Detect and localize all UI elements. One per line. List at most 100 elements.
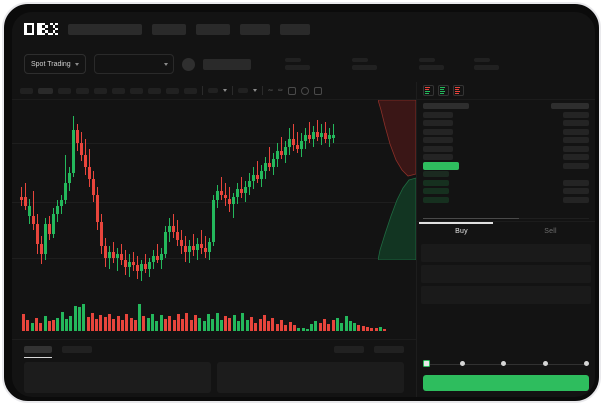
candle bbox=[24, 100, 27, 297]
candle bbox=[316, 100, 319, 297]
volume-bar bbox=[254, 322, 258, 331]
okx-logo-icon[interactable] bbox=[24, 23, 58, 35]
orderbook-price-cell bbox=[423, 188, 449, 194]
slider-track bbox=[426, 364, 586, 365]
volume-bar bbox=[77, 307, 81, 331]
chevron-down-icon bbox=[74, 62, 79, 66]
order-total-field[interactable] bbox=[421, 286, 591, 304]
nav-item-3[interactable] bbox=[240, 23, 270, 35]
candle bbox=[320, 100, 323, 297]
orderbook-row[interactable] bbox=[423, 145, 589, 152]
orderbook-price-cell bbox=[423, 179, 449, 186]
orderbook-view-asks-icon[interactable] bbox=[453, 85, 464, 96]
orderbook-row[interactable] bbox=[423, 196, 589, 203]
timeframe-15m[interactable] bbox=[58, 87, 71, 94]
orderbook-view-bids-icon[interactable] bbox=[438, 85, 449, 96]
tab-open-orders[interactable] bbox=[24, 346, 52, 353]
volume-bar bbox=[52, 319, 56, 331]
candlestick-chart[interactable] bbox=[12, 100, 416, 297]
tab-sell[interactable]: Sell bbox=[544, 228, 557, 235]
pair-name-label bbox=[202, 58, 251, 70]
pencil-icon[interactable]: ✏ bbox=[278, 88, 284, 94]
orderbook-scrollbar[interactable] bbox=[417, 216, 595, 221]
camera-icon[interactable] bbox=[288, 86, 297, 95]
timeframe-1h[interactable] bbox=[94, 87, 107, 94]
timeframe-1m-month[interactable] bbox=[166, 87, 179, 94]
chevron-down-icon[interactable] bbox=[253, 89, 257, 92]
chevron-down-icon bbox=[163, 62, 168, 66]
volume-bar bbox=[112, 319, 116, 331]
trade-tabs: Buy Sell bbox=[417, 221, 595, 241]
chart-type-dropdown[interactable] bbox=[208, 88, 218, 93]
bottom-action-2[interactable] bbox=[374, 346, 404, 353]
candle bbox=[156, 100, 159, 297]
candle bbox=[44, 100, 47, 297]
orderbook-view-both-icon[interactable] bbox=[423, 85, 434, 96]
orderbook-row[interactable] bbox=[423, 154, 589, 160]
orderbook-row[interactable] bbox=[423, 120, 589, 126]
order-price-field[interactable] bbox=[421, 244, 591, 262]
orderbook-row[interactable] bbox=[423, 179, 589, 186]
orderbook-price-cell bbox=[423, 120, 453, 126]
orderbook-price-cell bbox=[423, 145, 453, 152]
slider-stop-50[interactable] bbox=[501, 361, 506, 366]
slider-stop-25[interactable] bbox=[459, 361, 465, 366]
candle bbox=[28, 100, 31, 297]
orderbook-row[interactable] bbox=[423, 111, 589, 118]
tab-buy[interactable]: Buy bbox=[455, 228, 468, 235]
wave-icon[interactable]: ∾ bbox=[268, 88, 274, 94]
place-buy-order-button[interactable] bbox=[423, 375, 589, 391]
bottom-panel-left[interactable] bbox=[24, 362, 211, 393]
timeframe-4h[interactable] bbox=[112, 87, 125, 94]
orderbook-current-price-row[interactable] bbox=[423, 161, 589, 170]
scrollbar-thumb[interactable] bbox=[423, 218, 520, 219]
fullscreen-icon[interactable] bbox=[314, 86, 323, 95]
orderbook-row[interactable] bbox=[423, 137, 589, 143]
gear-icon[interactable] bbox=[301, 86, 310, 95]
volume-bar bbox=[22, 313, 25, 331]
candle bbox=[124, 100, 127, 297]
indicators-dropdown[interactable] bbox=[238, 88, 248, 93]
orderbook-row[interactable] bbox=[423, 128, 589, 135]
market-type-select[interactable]: Spot Trading bbox=[24, 54, 86, 74]
nav-item-4[interactable] bbox=[280, 23, 310, 35]
candle bbox=[168, 100, 171, 297]
search-input[interactable] bbox=[68, 23, 142, 35]
nav-item-2[interactable] bbox=[196, 23, 230, 35]
candle bbox=[88, 100, 91, 297]
slider-stop-75[interactable] bbox=[542, 361, 548, 366]
volume-bar bbox=[370, 327, 374, 331]
toolbar-divider bbox=[202, 86, 203, 95]
bottom-panel-right[interactable] bbox=[217, 362, 404, 393]
bottom-action-1[interactable] bbox=[334, 346, 364, 353]
orderbook-row[interactable] bbox=[423, 171, 589, 177]
timeframe-1m[interactable] bbox=[20, 87, 33, 94]
orderbook-amount-cell bbox=[563, 111, 589, 118]
volume-bar bbox=[108, 313, 111, 331]
slider-handle[interactable] bbox=[423, 360, 430, 367]
candle bbox=[136, 100, 139, 297]
timeframe-more[interactable] bbox=[184, 87, 197, 94]
timeframe-5m[interactable] bbox=[38, 87, 53, 94]
volume-bar bbox=[95, 318, 99, 331]
volume-bar bbox=[185, 313, 189, 331]
orderbook-rows[interactable] bbox=[417, 100, 595, 216]
slider-stop-100[interactable] bbox=[584, 361, 589, 366]
candle bbox=[260, 100, 263, 297]
orderbook-row[interactable] bbox=[423, 188, 589, 194]
timeframe-1w[interactable] bbox=[148, 87, 161, 94]
nav-item-1[interactable] bbox=[152, 23, 186, 35]
volume-bar bbox=[232, 314, 236, 331]
main-body: ∾ ✏ bbox=[12, 82, 595, 397]
candle bbox=[72, 100, 75, 297]
order-amount-field[interactable] bbox=[421, 265, 591, 283]
candle bbox=[312, 100, 315, 297]
chevron-down-icon[interactable] bbox=[223, 89, 227, 92]
timeframe-1d[interactable] bbox=[130, 87, 143, 94]
timeframe-30m[interactable] bbox=[76, 87, 89, 94]
amount-slider[interactable] bbox=[423, 357, 589, 373]
tab-order-history[interactable] bbox=[62, 346, 92, 353]
orderbook-header-row[interactable] bbox=[423, 103, 589, 109]
trading-pair-select[interactable] bbox=[93, 54, 174, 74]
candle bbox=[152, 100, 155, 297]
